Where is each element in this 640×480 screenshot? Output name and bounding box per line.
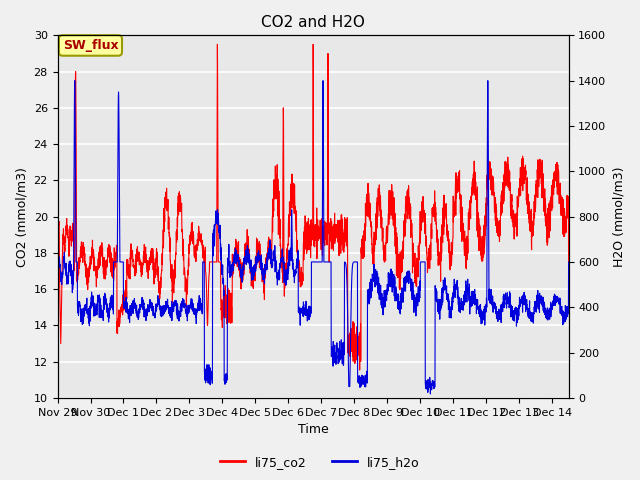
Text: SW_flux: SW_flux: [63, 39, 118, 52]
Y-axis label: H2O (mmol/m3): H2O (mmol/m3): [612, 167, 625, 267]
Legend: li75_co2, li75_h2o: li75_co2, li75_h2o: [215, 451, 425, 474]
Y-axis label: CO2 (mmol/m3): CO2 (mmol/m3): [15, 167, 28, 266]
X-axis label: Time: Time: [298, 423, 328, 436]
Title: CO2 and H2O: CO2 and H2O: [261, 15, 365, 30]
